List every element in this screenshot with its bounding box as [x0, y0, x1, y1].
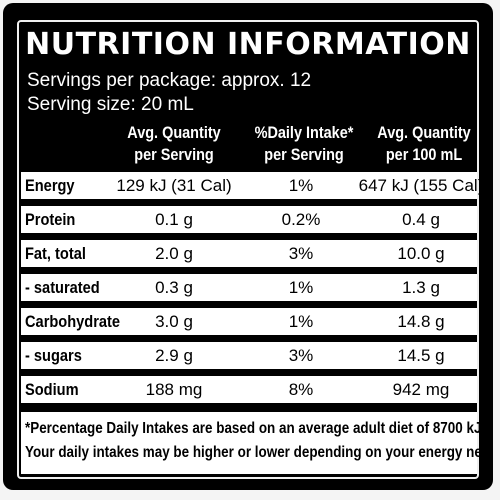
- column-header-line: per Serving: [134, 145, 214, 164]
- serving-size: Serving size: 20 mL: [27, 94, 194, 115]
- daily-intake-value: 0.2%: [281, 210, 321, 229]
- nutrient-row-energy: Energy 129 kJ (31 Cal) 1% 647 kJ (155 Ca…: [21, 172, 483, 199]
- nutrient-row-carbohydrate: Carbohydrate 3.0 g 1% 14.8 g: [21, 308, 477, 335]
- column-header-line: per Serving: [264, 145, 344, 164]
- column-header-daily-intake: %Daily Intake* per Serving: [236, 122, 372, 166]
- daily-intake-value: 8%: [288, 380, 314, 399]
- daily-intake-value: 1%: [288, 278, 314, 297]
- nutrient-name: Sodium: [25, 380, 79, 399]
- daily-intake-value: 1%: [288, 312, 314, 331]
- per-serving-value: 188 mg: [145, 380, 203, 399]
- nutrition-panel: NUTRITION INFORMATION Servings per packa…: [17, 20, 493, 479]
- per-100ml-value: 10.0 g: [397, 244, 445, 263]
- footnote-line: Your daily intakes may be higher or lowe…: [25, 444, 493, 461]
- per-100ml-value: 14.5 g: [397, 346, 445, 365]
- column-header-line: per 100 mL: [385, 145, 463, 164]
- nutrient-row-sodium: Sodium 188 mg 8% 942 mg: [21, 376, 477, 403]
- per-100ml-value: 0.4 g: [402, 210, 440, 229]
- nutrient-row-protein: Protein 0.1 g 0.2% 0.4 g: [21, 206, 477, 233]
- panel-title: NUTRITION INFORMATION: [25, 27, 471, 62]
- per-serving-value: 0.1 g: [155, 210, 193, 229]
- nutrient-row-sugars: - sugars 2.9 g 3% 14.5 g: [21, 342, 477, 369]
- nutrient-row-saturated: - saturated 0.3 g 1% 1.3 g: [21, 274, 477, 301]
- per-serving-value: 3.0 g: [155, 312, 193, 331]
- nutrition-label: NUTRITION INFORMATION Servings per packa…: [3, 3, 493, 490]
- nutrient-name: Carbohydrate: [25, 312, 121, 331]
- per-100ml-value: 942 mg: [392, 380, 450, 399]
- per-100ml-value: 647 kJ (155 Cal): [358, 176, 484, 195]
- column-header-avg-per-100ml: Avg. Quantity per 100 mL: [365, 122, 484, 166]
- per-100ml-value: 1.3 g: [402, 278, 440, 297]
- nutrient-name: - sugars: [25, 346, 82, 365]
- per-serving-value: 2.0 g: [155, 244, 193, 263]
- servings-per-package: Servings per package: approx. 12: [27, 70, 312, 91]
- nutrient-name: Energy: [25, 176, 75, 195]
- daily-intake-value: 3%: [288, 244, 314, 263]
- daily-intake-value: 1%: [288, 176, 314, 195]
- footnote-line: *Percentage Daily Intakes are based on a…: [25, 420, 486, 437]
- nutrient-table: Energy 129 kJ (31 Cal) 1% 647 kJ (155 Ca…: [21, 172, 483, 410]
- column-header-avg-per-serving: Avg. Quantity per Serving: [119, 122, 230, 166]
- column-header-line: Avg. Quantity: [377, 123, 471, 142]
- column-header-line: %Daily Intake*: [254, 123, 354, 142]
- nutrient-name: Fat, total: [25, 244, 86, 263]
- per-serving-value: 2.9 g: [155, 346, 193, 365]
- daily-intake-value: 3%: [288, 346, 314, 365]
- per-serving-value: 0.3 g: [155, 278, 193, 297]
- per-serving-value: 129 kJ (31 Cal): [116, 176, 232, 195]
- column-header-line: Avg. Quantity: [127, 123, 221, 142]
- nutrient-name: - saturated: [25, 278, 100, 297]
- per-100ml-value: 14.8 g: [397, 312, 445, 331]
- nutrient-name: Protein: [25, 210, 76, 229]
- daily-intake-footnote: *Percentage Daily Intakes are based on a…: [21, 412, 493, 474]
- nutrient-row-fat-total: Fat, total 2.0 g 3% 10.0 g: [21, 240, 477, 267]
